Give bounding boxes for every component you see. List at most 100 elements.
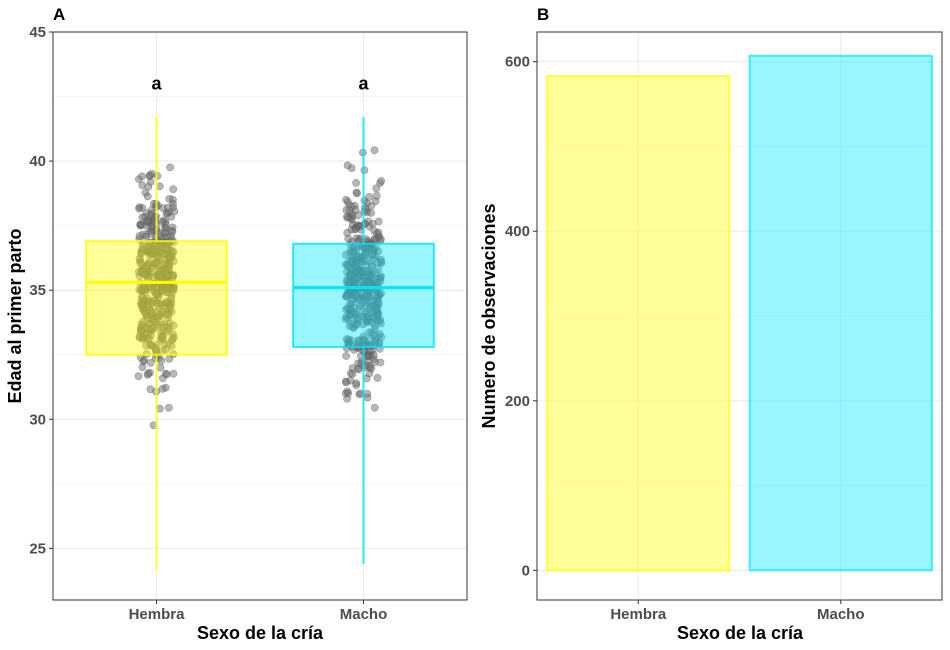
jitter-point <box>353 273 362 282</box>
jitter-point <box>138 181 147 190</box>
jitter-point <box>351 291 360 300</box>
panel-b-x-axis: Hembra Macho <box>610 600 865 623</box>
jitter-point <box>345 206 354 215</box>
jitter-point <box>146 358 155 367</box>
jitter-point <box>145 243 154 252</box>
jitter-point <box>367 208 375 217</box>
jitter-point <box>372 191 381 200</box>
jitter-point <box>143 192 152 201</box>
jitter-point <box>166 163 174 172</box>
jitter-point <box>145 171 154 179</box>
jitter-point <box>163 203 172 212</box>
jitter-point <box>372 184 381 193</box>
jitter-point <box>365 192 374 201</box>
jitter-point <box>142 341 150 350</box>
panel-b-y-axis-title: Numero de observaciones <box>479 203 499 428</box>
jitter-point <box>168 246 176 255</box>
jitter-point <box>140 270 149 279</box>
jitter-point <box>163 327 172 336</box>
jitter-point <box>169 369 178 378</box>
y-tick-label: 40 <box>29 153 46 170</box>
jitter-point <box>152 290 161 298</box>
jitter-point <box>364 217 372 226</box>
jitter-point <box>354 359 362 368</box>
panel-b-grid <box>537 32 942 600</box>
jitter-point <box>140 285 149 294</box>
jitter-point <box>374 247 383 256</box>
jitter-point <box>162 297 171 306</box>
jitter-point <box>162 370 171 379</box>
jitter-point <box>164 339 173 348</box>
y-tick-label: 45 <box>29 24 46 41</box>
jitter-point <box>154 270 163 279</box>
y-tick-label: 200 <box>505 393 530 410</box>
panel-a-x-axis: Hembra Macho <box>129 600 387 623</box>
x-tick-label: Hembra <box>610 606 667 623</box>
jitter-point <box>361 266 370 275</box>
jitter-point <box>358 252 367 260</box>
jitter-point <box>135 232 144 240</box>
jitter-point <box>346 270 355 279</box>
box-macho <box>292 242 435 348</box>
jitter-point <box>136 220 145 229</box>
jitter-point <box>376 235 385 244</box>
jitter-point <box>343 213 352 222</box>
panel-a-x-axis-title: Sexo de la cría <box>197 623 324 643</box>
y-tick-label: 30 <box>29 411 46 428</box>
jitter-point <box>136 323 145 332</box>
jitter-point <box>164 403 173 412</box>
jitter-point <box>354 259 363 268</box>
jitter-point <box>160 229 169 238</box>
y-tick-label: 0 <box>522 562 530 579</box>
jitter-point <box>162 265 171 274</box>
panel-b-y-axis: 0 200 400 600 <box>505 54 537 579</box>
jitter-point <box>345 257 354 266</box>
jitter-point <box>342 352 351 360</box>
jitter-point <box>157 218 166 226</box>
jitter-point <box>343 289 351 298</box>
jitter-point <box>376 319 385 328</box>
jitter-point <box>370 313 379 321</box>
jitter-point <box>373 373 382 382</box>
jitter-point <box>370 226 378 235</box>
panel-b: B 0 200 400 600 Hembra Macho Sexo de la cría… <box>479 5 943 643</box>
jitter-point <box>341 389 350 398</box>
panel-b-bars <box>546 54 933 572</box>
jitter-point <box>377 177 386 185</box>
jitter-point <box>352 189 361 198</box>
jitter-point <box>376 277 385 285</box>
panel-a-y-axis-title: Edad al primer parto <box>5 228 25 403</box>
jitter-point <box>149 316 158 325</box>
x-tick-label: Macho <box>817 606 865 623</box>
jitter-point <box>148 299 157 308</box>
jitter-point <box>159 249 168 258</box>
jitter-point <box>341 250 350 259</box>
jitter-point <box>141 306 150 315</box>
y-tick-label: 600 <box>505 54 530 71</box>
jitter-point <box>169 321 178 330</box>
y-tick-label: 25 <box>29 540 46 557</box>
jitter-point <box>158 384 167 393</box>
jitter-point <box>146 210 155 219</box>
jitter-point <box>343 161 352 170</box>
jitter-point <box>351 225 360 233</box>
box-hembra <box>85 240 228 356</box>
jitter-point <box>372 333 381 341</box>
jitter-point <box>165 354 174 363</box>
jitter-point <box>342 378 351 387</box>
jitter-point <box>136 300 145 309</box>
jitter-point <box>343 228 352 237</box>
x-tick-label: Hembra <box>129 606 186 623</box>
panel-a-border <box>52 31 468 601</box>
jitter-point <box>370 358 379 367</box>
bar-macho <box>748 54 933 572</box>
panel-b-border <box>536 31 943 601</box>
panel-a-tag: A <box>53 5 65 24</box>
jitter-point <box>142 216 151 225</box>
jitter-point <box>169 185 178 194</box>
jitter-point <box>352 179 360 187</box>
panel-b-tag: B <box>537 5 549 24</box>
jitter-point <box>145 258 153 267</box>
